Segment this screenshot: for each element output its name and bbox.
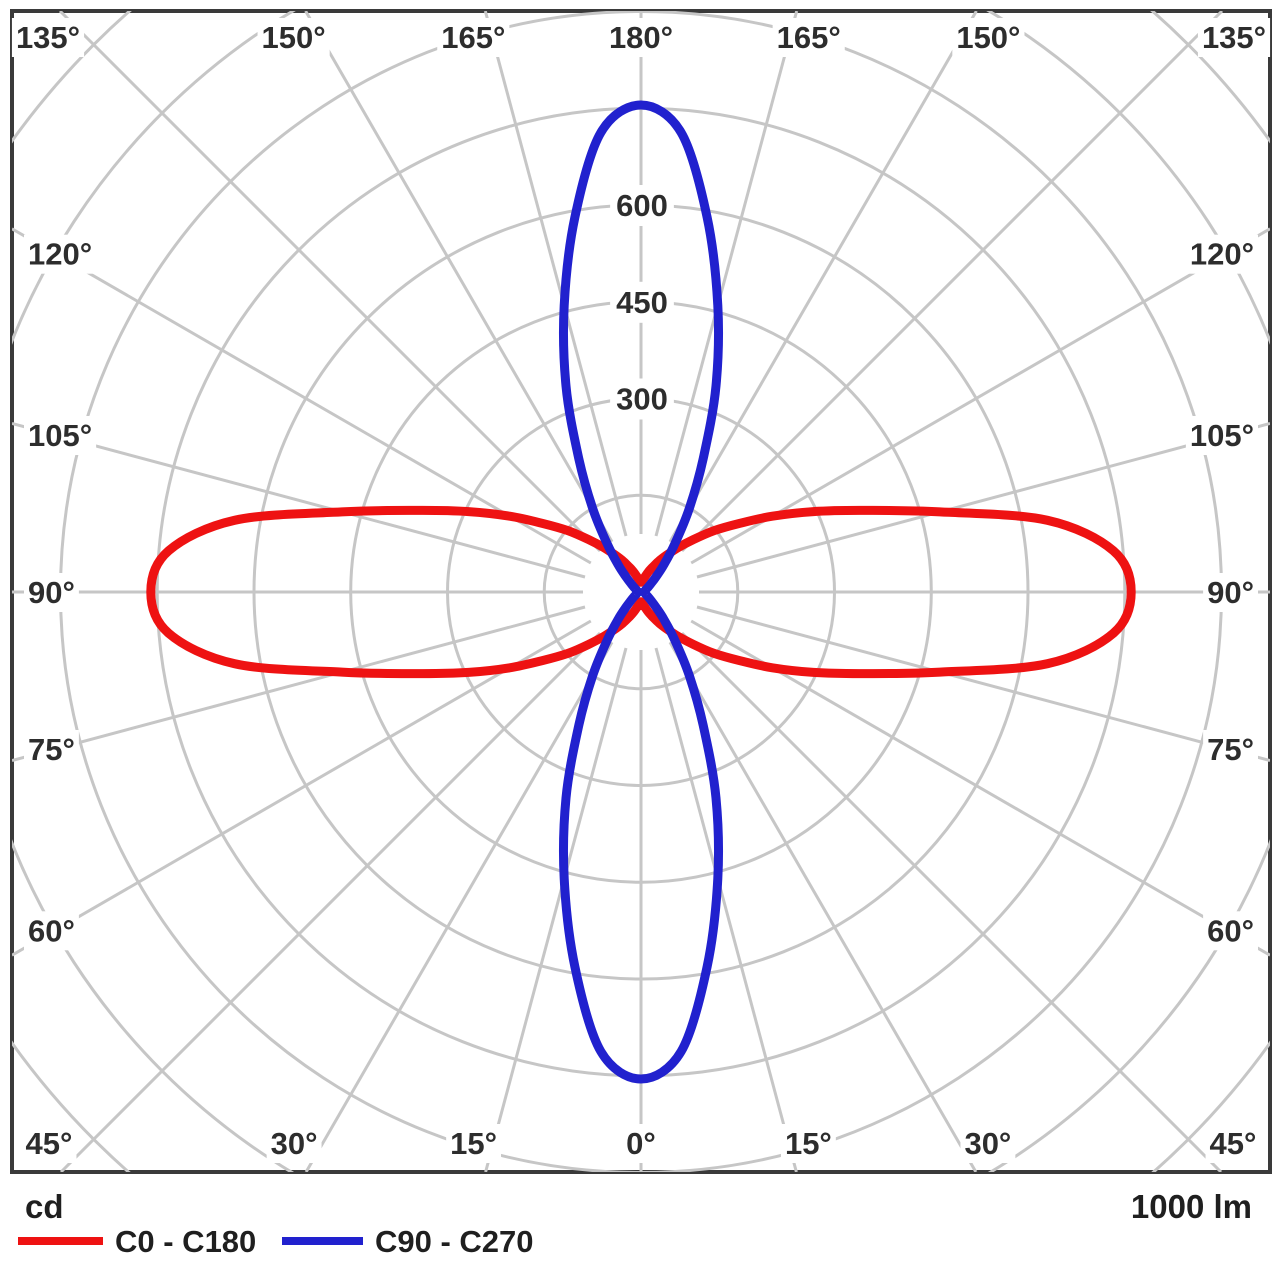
label-halo [24,234,97,274]
angle-axis-labels: 0° 15° 15° 30° 30° 45° 45° 60° 60° 75° 75° 90° 90° 10… [11,18,1271,1163]
angle-tick-120-right: 120° [1190,237,1254,272]
label-halo [24,730,79,769]
label-halo [446,1124,502,1163]
grid-spoke-165-r [654,11,799,537]
curve-C90-C270 [558,100,724,1084]
grid-spoke-135-r [680,11,1224,553]
label-halo [1197,18,1271,57]
grid-spoke-150-r [668,11,978,543]
label-halo [24,573,79,612]
intensity-tick-300: 300 [616,382,668,417]
angle-tick-150-left: 150° [262,20,326,55]
curve-C0-C180 [146,505,1136,679]
label-halo [1185,416,1258,455]
grid-spoke-45-l [59,631,602,1172]
angle-tick-90-right: 90° [1207,575,1254,610]
label-halo [772,18,845,57]
angle-tick-165-right: 165° [777,20,841,55]
angle-tick-105-left: 105° [28,418,92,453]
angle-tick-75-right: 75° [1207,732,1254,767]
grid-spoke-150-l [304,11,614,543]
label-halo [604,18,678,57]
grid-spoke-135-l [58,11,602,553]
label-halo [1203,573,1258,612]
label-halo [610,281,674,323]
label-halo [780,1124,836,1163]
intensity-curves [146,100,1136,1084]
label-halo [1205,1124,1261,1163]
legend-label-c0-c180: C0 - C180 [115,1224,256,1259]
unit-label: cd [25,1188,64,1225]
flux-label: 1000 lm [1131,1188,1252,1225]
angle-tick-150-right: 150° [956,20,1020,55]
grid-spoke-60-r [690,619,1270,957]
angle-tick-60-right: 60° [1207,913,1254,948]
grid-spoke-15-r [654,647,798,1172]
angle-tick-120-left: 120° [28,237,92,272]
label-halo [610,378,674,420]
angle-tick-0-right: 0° [626,1126,656,1161]
grid-spoke-75-r [696,605,1270,762]
label-halo [952,18,1025,57]
angle-tick-165-left: 165° [441,20,505,55]
label-halo [960,1124,1016,1163]
legend-label-c90-c270: C90 - C270 [375,1224,534,1259]
angle-tick-75-left: 75° [28,732,75,767]
label-halo [266,1124,322,1163]
intensity-tick-600: 600 [616,188,668,223]
angle-tick-135-left: 135° [16,20,80,55]
grid-spoke-60-l [12,619,592,957]
grid-spoke-105-r [696,422,1270,579]
grid-spoke-75-l [12,605,586,762]
grid-spoke-165-l [483,11,628,537]
angle-tick-45-right: 45° [1210,1126,1257,1161]
label-halo [24,416,97,455]
label-halo [21,1124,77,1163]
angle-tick-45-left: 45° [26,1126,73,1161]
intensity-tick-450: 450 [616,285,668,320]
grid-spoke-30-r [668,641,978,1172]
angle-tick-30-right: 30° [964,1126,1011,1161]
grid-spoke-30-l [304,641,614,1172]
angle-tick-30-left: 30° [271,1126,318,1161]
label-halo [11,18,85,57]
grid-spoke-120-r [690,227,1270,565]
label-halo [24,911,79,951]
grid-spoke-105-l [12,422,586,579]
grid-spoke-15-l [484,647,628,1172]
intensity-axis-labels: 300 450 600 [610,185,674,420]
label-halo [437,18,510,57]
label-halo [1203,730,1258,769]
angle-tick-90-left: 90° [28,575,75,610]
label-halo [1185,234,1258,274]
legend: C0 - C180 C90 - C270 [18,1224,534,1259]
label-halo [257,18,330,57]
angle-tick-180-right: 180° [609,20,673,55]
angle-tick-60-left: 60° [28,913,75,948]
label-halo [1203,911,1258,951]
angle-tick-105-right: 105° [1190,418,1254,453]
angle-tick-15-right: 15° [785,1126,832,1161]
label-halo [610,185,674,226]
grid-spoke-45-r [680,631,1223,1172]
label-halo [622,1124,660,1163]
grid-spoke-120-l [12,227,592,565]
angle-tick-135-right: 135° [1202,20,1266,55]
angle-tick-15-left: 15° [450,1126,497,1161]
